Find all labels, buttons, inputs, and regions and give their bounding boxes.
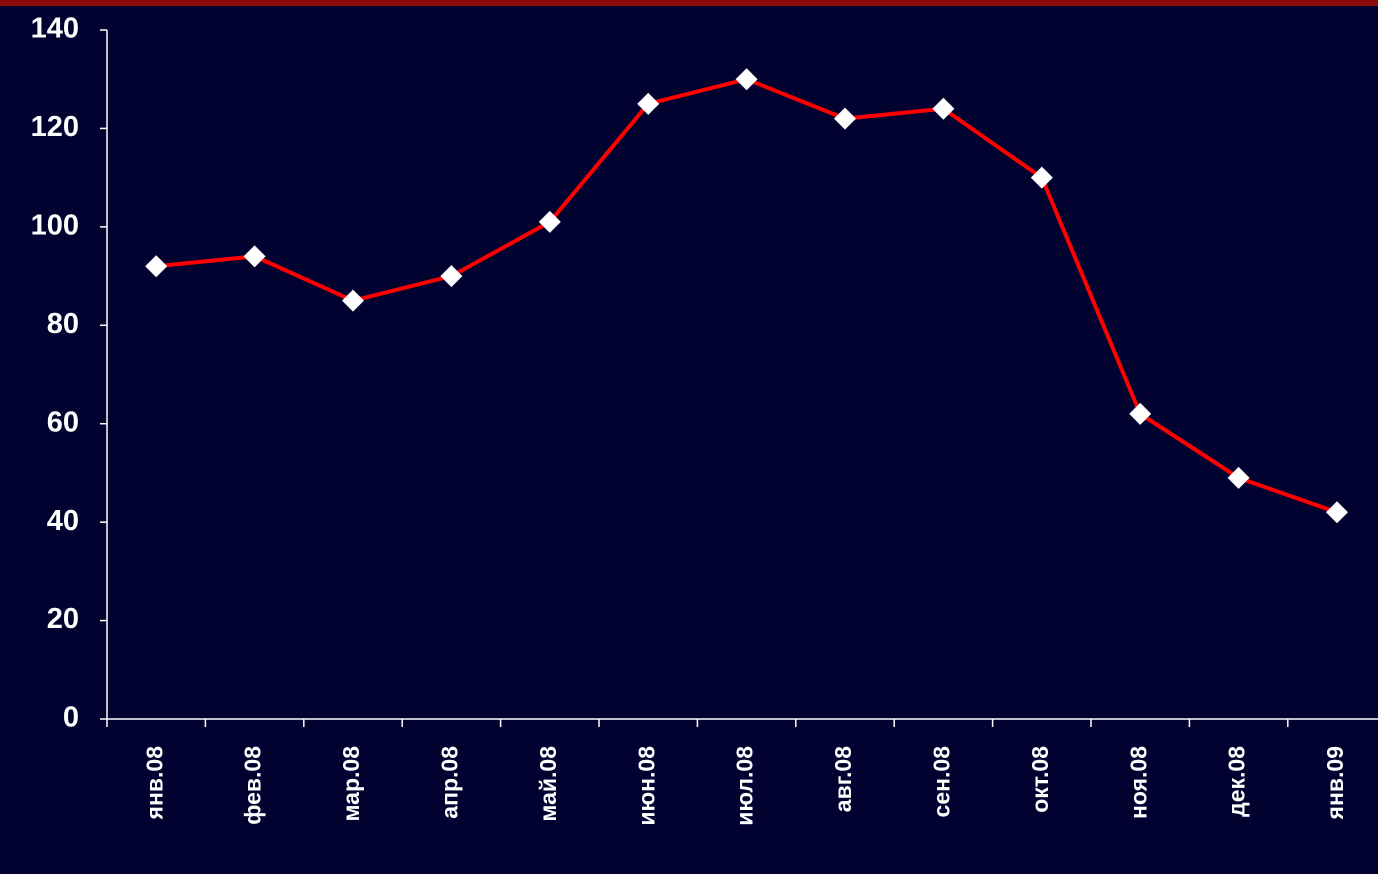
- x-tick-label: ноя.08: [1125, 746, 1151, 819]
- y-tick-label: 40: [47, 505, 79, 537]
- x-tick-label: июл.08: [732, 746, 758, 826]
- marker: [1227, 466, 1250, 489]
- x-tick-label: июн.08: [633, 746, 659, 826]
- y-tick-label: 140: [31, 13, 79, 45]
- y-tick-label: 120: [31, 111, 79, 143]
- marker: [637, 92, 660, 115]
- marker: [145, 255, 168, 278]
- x-tick-label: авг.08: [830, 746, 856, 812]
- marker: [1326, 501, 1348, 524]
- marker: [1129, 402, 1152, 425]
- marker: [243, 245, 266, 268]
- top-bar: [0, 0, 1378, 6]
- marker: [932, 97, 955, 120]
- y-tick-label: 100: [31, 210, 79, 242]
- x-tick-label: янв.08: [141, 746, 167, 821]
- marker: [538, 210, 561, 233]
- marker: [834, 107, 856, 130]
- x-tick-label: май.08: [535, 746, 561, 822]
- y-tick-label: 0: [63, 702, 79, 734]
- x-tick-label: окт.08: [1027, 746, 1053, 813]
- x-tick-label: фев.08: [240, 746, 266, 825]
- y-tick-label: 80: [47, 308, 79, 340]
- x-tick-label: дек.08: [1224, 746, 1250, 817]
- marker: [440, 265, 463, 288]
- x-tick-label: апр.08: [436, 746, 462, 819]
- marker: [342, 289, 364, 312]
- marker: [1030, 166, 1053, 189]
- x-tick-label: сен.08: [928, 746, 954, 818]
- marker: [735, 68, 758, 91]
- y-tick-label: 20: [47, 603, 79, 635]
- x-tick-label: мар.08: [338, 746, 364, 822]
- y-tick-label: 60: [47, 406, 79, 438]
- x-tick-label: янв.09: [1322, 746, 1348, 820]
